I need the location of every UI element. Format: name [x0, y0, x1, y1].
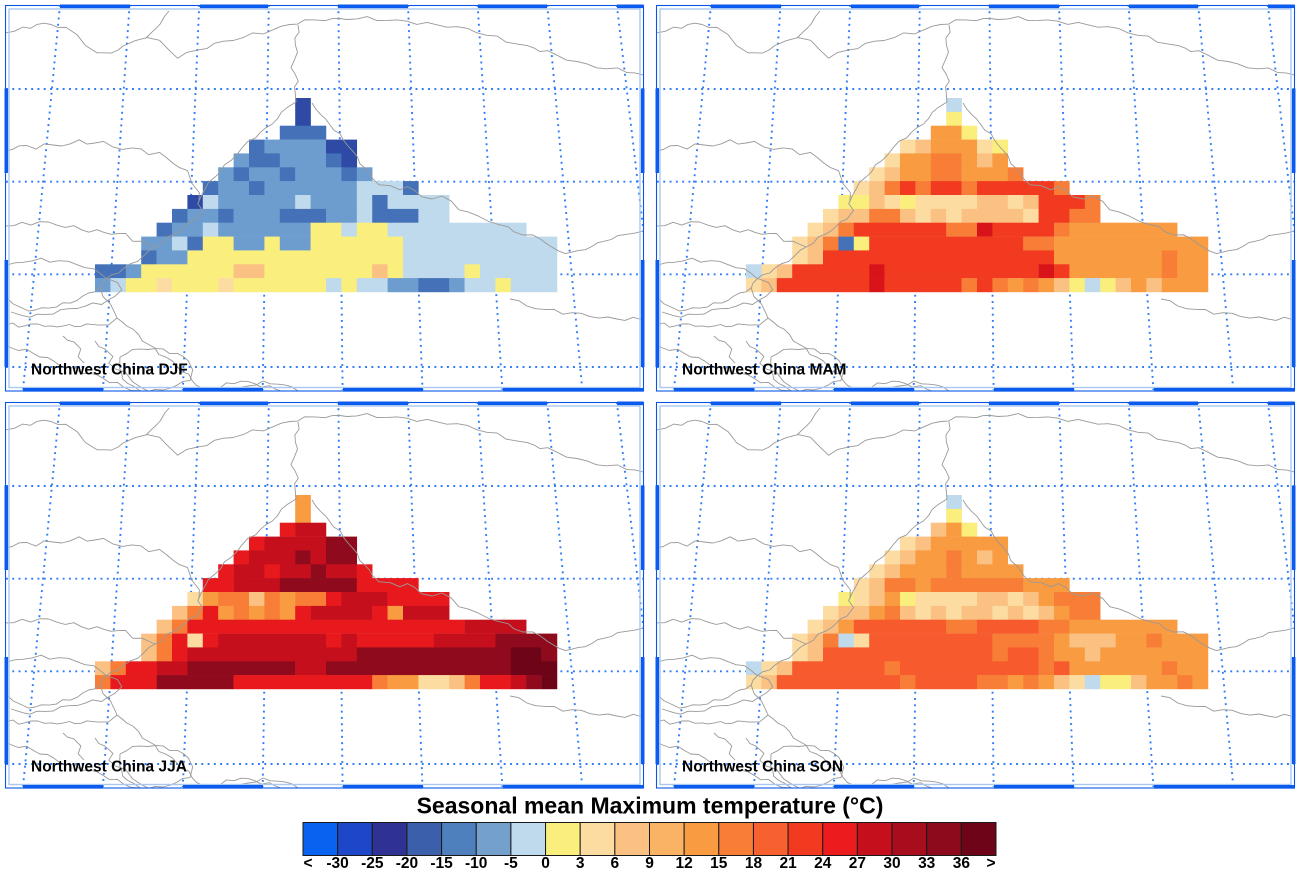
- svg-text:9: 9: [645, 855, 654, 872]
- svg-text:0: 0: [541, 855, 550, 872]
- svg-text:36: 36: [953, 855, 971, 872]
- svg-text:Northwest China JJA: Northwest China JJA: [31, 759, 187, 776]
- svg-text:-20: -20: [396, 855, 418, 872]
- svg-text:33: 33: [918, 855, 936, 872]
- svg-text:-25: -25: [361, 855, 384, 872]
- svg-text:30: 30: [883, 855, 900, 872]
- svg-text:3: 3: [576, 855, 585, 872]
- svg-text:Northwest China SON: Northwest China SON: [682, 759, 843, 776]
- svg-text:6: 6: [610, 855, 619, 872]
- svg-text:27: 27: [849, 855, 866, 872]
- svg-text:Northwest China DJF: Northwest China DJF: [31, 362, 188, 379]
- svg-text:18: 18: [745, 855, 763, 872]
- svg-text:21: 21: [779, 855, 797, 872]
- svg-text:15: 15: [710, 855, 728, 872]
- svg-text:>: >: [986, 855, 995, 872]
- svg-text:-30: -30: [326, 855, 348, 872]
- svg-text:-15: -15: [430, 855, 453, 872]
- svg-text:Northwest China MAM: Northwest China MAM: [682, 362, 846, 379]
- svg-text:<: <: [303, 855, 312, 872]
- svg-text:-10: -10: [465, 855, 487, 872]
- svg-text:12: 12: [675, 855, 692, 872]
- svg-text:Seasonal mean Maximum temperat: Seasonal mean Maximum temperature (°C): [417, 793, 884, 819]
- svg-text:-5: -5: [504, 855, 518, 872]
- svg-text:24: 24: [814, 855, 832, 872]
